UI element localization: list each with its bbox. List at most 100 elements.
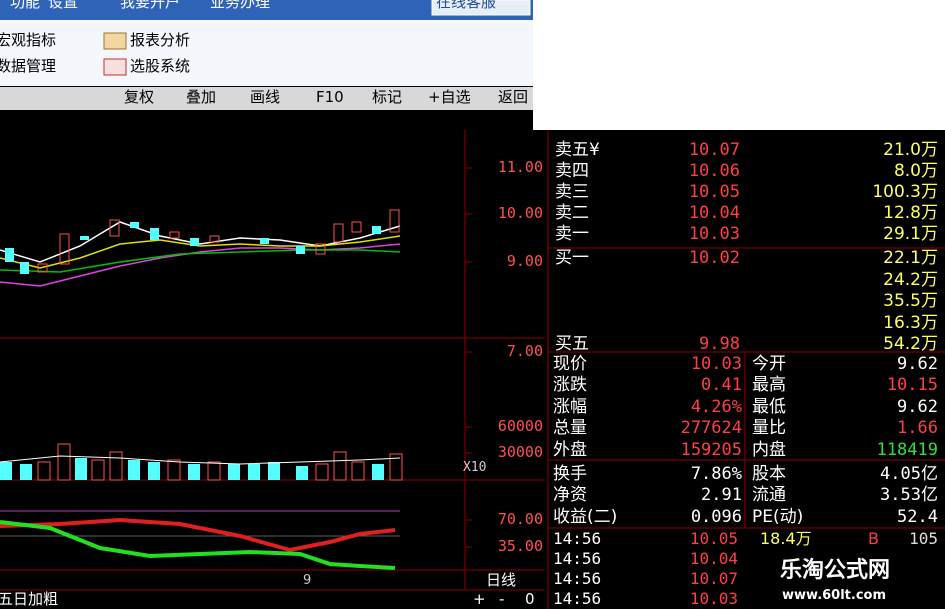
bottom-button[interactable]: -	[499, 590, 505, 608]
quote-label: 涨幅	[553, 396, 587, 417]
quote-label: 外盘	[553, 439, 587, 460]
order-label: 买一	[555, 248, 589, 268]
quote-value: 0.41	[701, 375, 742, 396]
quote-value: 4.05亿	[880, 464, 938, 484]
period-label: 日线	[486, 571, 517, 589]
order-volume: 29.1万	[883, 224, 938, 244]
trade-price: 10.07	[689, 569, 738, 588]
price-tick-label: 7.00	[506, 342, 543, 360]
order-volume: 8.0万	[893, 161, 938, 181]
quote-label: 净资	[553, 485, 587, 506]
quote-label: 总量	[553, 418, 587, 439]
menu-item[interactable]: 业务办理	[210, 0, 271, 11]
menu-item[interactable]: 在线客服	[436, 0, 497, 11]
toolbar-button[interactable]: 返回	[498, 88, 529, 106]
trade-time: 14:56	[553, 569, 602, 588]
quote-value: 1.66	[897, 418, 938, 439]
shortcut[interactable]: 报表分析	[130, 31, 191, 49]
order-price: 10.07	[688, 140, 740, 160]
toolbar-button[interactable]: 叠加	[186, 88, 217, 106]
menu-item[interactable]: 功能	[10, 0, 41, 11]
order-label: 买五	[555, 334, 589, 354]
indicator-tick-label: 35.00	[497, 537, 543, 555]
bottom-button[interactable]: +	[473, 590, 486, 608]
toolbar-button[interactable]: 标记	[372, 88, 403, 106]
price-tick-label: 10.00	[497, 204, 543, 222]
icon	[103, 58, 127, 76]
order-label: 卖一	[555, 224, 589, 244]
trade-price: 10.04	[689, 549, 738, 568]
quote-label: 换手	[553, 464, 587, 484]
quote-value: 9.62	[897, 396, 938, 417]
menu-item[interactable]: 设置	[48, 0, 79, 11]
order-price: 10.05	[688, 182, 740, 202]
volume-tick-label: 30000	[497, 443, 543, 461]
order-label: 卖四	[555, 161, 589, 181]
quote-value: 118419	[876, 439, 938, 460]
order-label: 卖五¥	[555, 140, 600, 160]
trade-time: 14:56	[553, 529, 602, 548]
order-price: 10.02	[688, 248, 740, 268]
trade-time: 14:56	[553, 549, 602, 568]
volume-unit: X10	[463, 460, 487, 475]
service-button	[431, 0, 531, 16]
order-volume: 16.3万	[883, 312, 938, 333]
order-volume: 12.8万	[883, 203, 938, 223]
trade-price: 10.05	[689, 529, 738, 548]
order-price: 9.98	[699, 334, 740, 354]
quote-value: 4.26%	[690, 396, 742, 417]
quote-label: PE(动)	[752, 506, 804, 527]
quote-value: 2.91	[701, 485, 742, 506]
order-volume: 54.2万	[883, 334, 938, 354]
quote-value: 277624	[680, 418, 742, 439]
toolbar-button[interactable]: F10	[316, 88, 344, 106]
watermark-name: 乐淘公式网	[780, 558, 891, 583]
toolbar-button[interactable]: 画线	[250, 88, 281, 106]
bottom-button[interactable]: 0	[525, 590, 535, 608]
order-label: 卖二	[555, 203, 589, 223]
quote-value: 52.4	[897, 506, 938, 527]
quote-value: 159205	[680, 439, 742, 460]
quote-label: 涨跌	[553, 375, 587, 396]
volume-bars	[0, 443, 403, 481]
quote-value: 7.86%	[690, 464, 742, 484]
quote-label: 流通	[752, 485, 786, 506]
shortcut[interactable]: 宏观指标	[0, 31, 57, 49]
candles	[5, 209, 400, 274]
menu-item[interactable]: 我要开户	[120, 0, 181, 11]
shortcut[interactable]: 数据管理	[0, 57, 57, 75]
quote-value: 9.62	[897, 354, 938, 374]
order-volume: 35.5万	[883, 291, 938, 311]
order-volume: 22.1万	[883, 248, 938, 268]
order-label: 卖三	[555, 182, 589, 202]
order-volume: 24.2万	[883, 269, 938, 290]
toolbar-button[interactable]: 复权	[124, 88, 155, 106]
order-price: 10.04	[688, 203, 740, 223]
blank-area	[533, 0, 945, 130]
shortcut[interactable]: 选股系统	[130, 57, 191, 75]
volume-tick-label: 60000	[497, 417, 543, 435]
price-tick-label: 9.00	[506, 252, 543, 270]
order-price: 10.03	[688, 224, 740, 244]
shortcut-panel	[0, 20, 533, 86]
indicator-tick-label: 70.00	[497, 510, 543, 528]
toolbar-button[interactable]: +自选	[428, 88, 471, 106]
quote-label: 股本	[752, 464, 786, 484]
trade-side: B	[868, 529, 879, 548]
trade-volume: 18.4万	[760, 529, 812, 548]
quote-value: 3.53亿	[880, 485, 938, 506]
menu-bar	[0, 0, 533, 20]
quote-label: 内盘	[752, 439, 786, 460]
quote-label: 今开	[752, 354, 786, 374]
price-tick-label: 11.00	[497, 158, 543, 176]
trade-time: 14:56	[553, 589, 602, 608]
quote-label: 最低	[752, 396, 786, 417]
trade-price: 10.03	[689, 589, 738, 608]
chart-frame	[0, 130, 549, 609]
toolbar	[0, 87, 533, 110]
panel-separators	[548, 247, 945, 529]
watermark-url: www.60lt.com	[782, 588, 887, 603]
quote-value: 0.096	[690, 506, 742, 527]
